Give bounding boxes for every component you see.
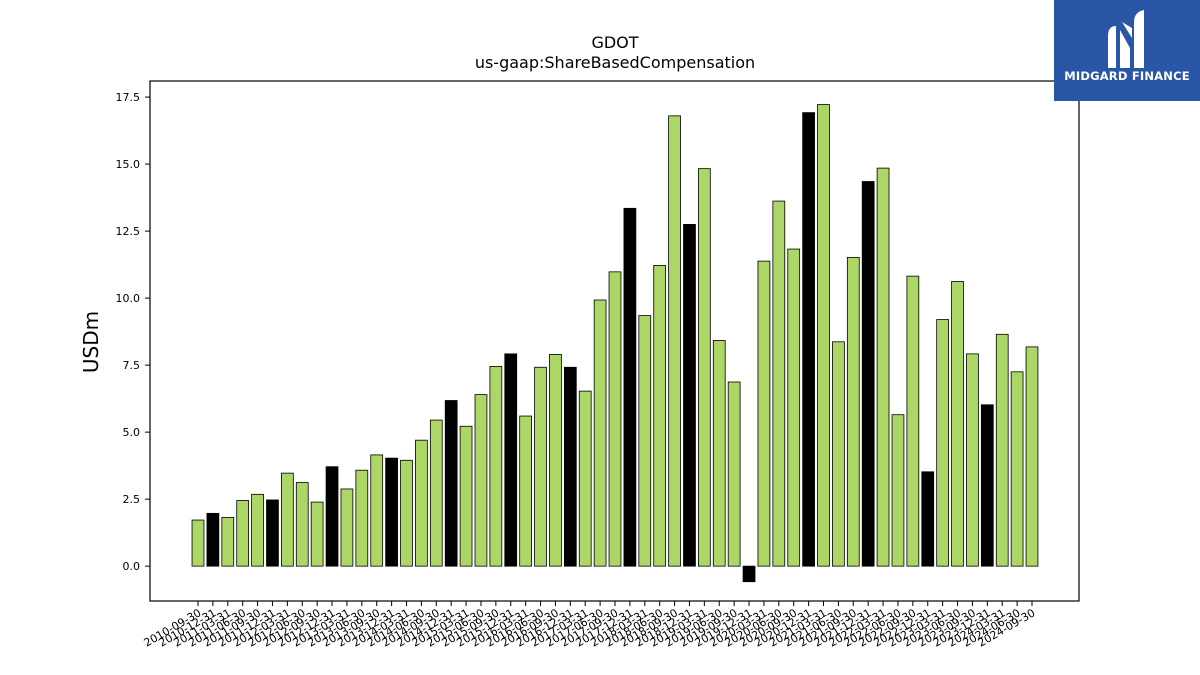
bar-2013-06-30 — [355, 469, 369, 567]
bar-2017-12-31 — [623, 207, 637, 567]
y-tick-label: 15.0 — [116, 158, 141, 171]
bar-2022-06-30 — [891, 414, 905, 567]
bar-2013-03-31 — [340, 488, 354, 567]
bar-2017-03-31 — [578, 390, 592, 567]
bar-2021-09-30 — [846, 256, 860, 567]
bar-2010-12-31 — [206, 512, 220, 567]
brand-name: MIDGARD FINANCE — [1064, 69, 1190, 83]
bar-2014-09-30 — [429, 419, 443, 567]
bar-2020-06-30 — [772, 200, 786, 567]
x-ticks-layer: 2010-09-302010-12-312011-03-312011-06-30… — [142, 601, 1038, 650]
plot-frame — [149, 80, 1080, 602]
bar-2018-12-31 — [683, 223, 696, 567]
bar-2018-03-31 — [638, 315, 652, 567]
bar-2015-03-31 — [459, 425, 473, 567]
bar-2021-03-31 — [817, 104, 830, 567]
bar-2021-12-31 — [861, 181, 875, 567]
y-axis-label: USDm — [79, 311, 103, 373]
bar-2012-09-30 — [310, 501, 324, 567]
bar-2022-12-31 — [921, 471, 935, 567]
bar-2015-12-31 — [504, 353, 518, 567]
bar-2018-06-30 — [653, 265, 667, 567]
bar-2013-09-30 — [370, 454, 384, 567]
y-tick-label: 5.0 — [123, 426, 141, 439]
bar-2011-06-30 — [236, 500, 250, 567]
bar-2016-06-30 — [534, 366, 547, 567]
midgard-logo-icon — [1108, 10, 1144, 68]
bar-2016-12-31 — [563, 366, 577, 567]
y-tick-label: 0.0 — [123, 560, 141, 573]
bar-2015-06-30 — [474, 394, 488, 567]
bar-2023-03-31 — [936, 319, 950, 567]
bar-2017-06-30 — [593, 299, 607, 567]
bar-2011-09-30 — [251, 493, 264, 567]
bar-2012-12-31 — [325, 466, 339, 567]
bar-2012-03-31 — [280, 472, 294, 567]
bar-2019-06-30 — [712, 340, 726, 567]
bar-2016-03-31 — [519, 415, 533, 567]
bar-2016-09-30 — [549, 353, 562, 567]
bar-2012-06-30 — [295, 482, 309, 567]
bar-2017-09-30 — [608, 271, 622, 567]
y-tick-label: 12.5 — [116, 225, 141, 238]
bar-2019-03-31 — [698, 168, 711, 567]
bar-2013-12-31 — [385, 457, 398, 567]
bar-2020-09-30 — [787, 248, 801, 567]
chart-subtitle: us-gaap:ShareBasedCompensation — [475, 53, 755, 72]
bar-2011-12-31 — [266, 499, 279, 567]
y-tick-label: 17.5 — [116, 91, 141, 104]
bar-2022-09-30 — [906, 275, 920, 567]
bar-2015-09-30 — [489, 366, 503, 567]
bar-2020-12-31 — [802, 112, 815, 567]
y-ticks-layer: 0.0 2.5 5.0 7.5 10.0 12.5 15.0 17.5 — [116, 91, 150, 573]
bar-2019-09-30 — [727, 381, 741, 567]
bar-2023-12-31 — [980, 404, 994, 567]
bar-2019-12-31 — [742, 565, 756, 583]
bar-2023-06-30 — [951, 281, 964, 567]
bar-2014-06-30 — [415, 439, 428, 567]
bar-2024-03-31 — [995, 333, 1009, 567]
bar-2014-12-31 — [444, 400, 458, 567]
bar-2021-06-30 — [832, 341, 845, 567]
chart-title: GDOT — [591, 33, 638, 52]
y-tick-label: 7.5 — [123, 359, 141, 372]
bar-2018-09-30 — [668, 115, 681, 567]
bar-2024-06-30 — [1010, 371, 1024, 567]
bar-2014-03-31 — [400, 459, 413, 567]
y-tick-label: 10.0 — [116, 292, 141, 305]
y-tick-label: 2.5 — [123, 493, 141, 506]
bars-layer — [191, 104, 1039, 583]
bar-2022-03-31 — [876, 167, 890, 567]
bar-2010-09-30 — [191, 519, 205, 567]
brand-logo: MIDGARD FINANCE — [1054, 0, 1200, 101]
bar-2024-09-30 — [1025, 346, 1039, 567]
bar-2011-03-31 — [221, 516, 235, 567]
bar-2023-09-30 — [966, 353, 979, 567]
bar-2020-03-31 — [757, 260, 771, 567]
